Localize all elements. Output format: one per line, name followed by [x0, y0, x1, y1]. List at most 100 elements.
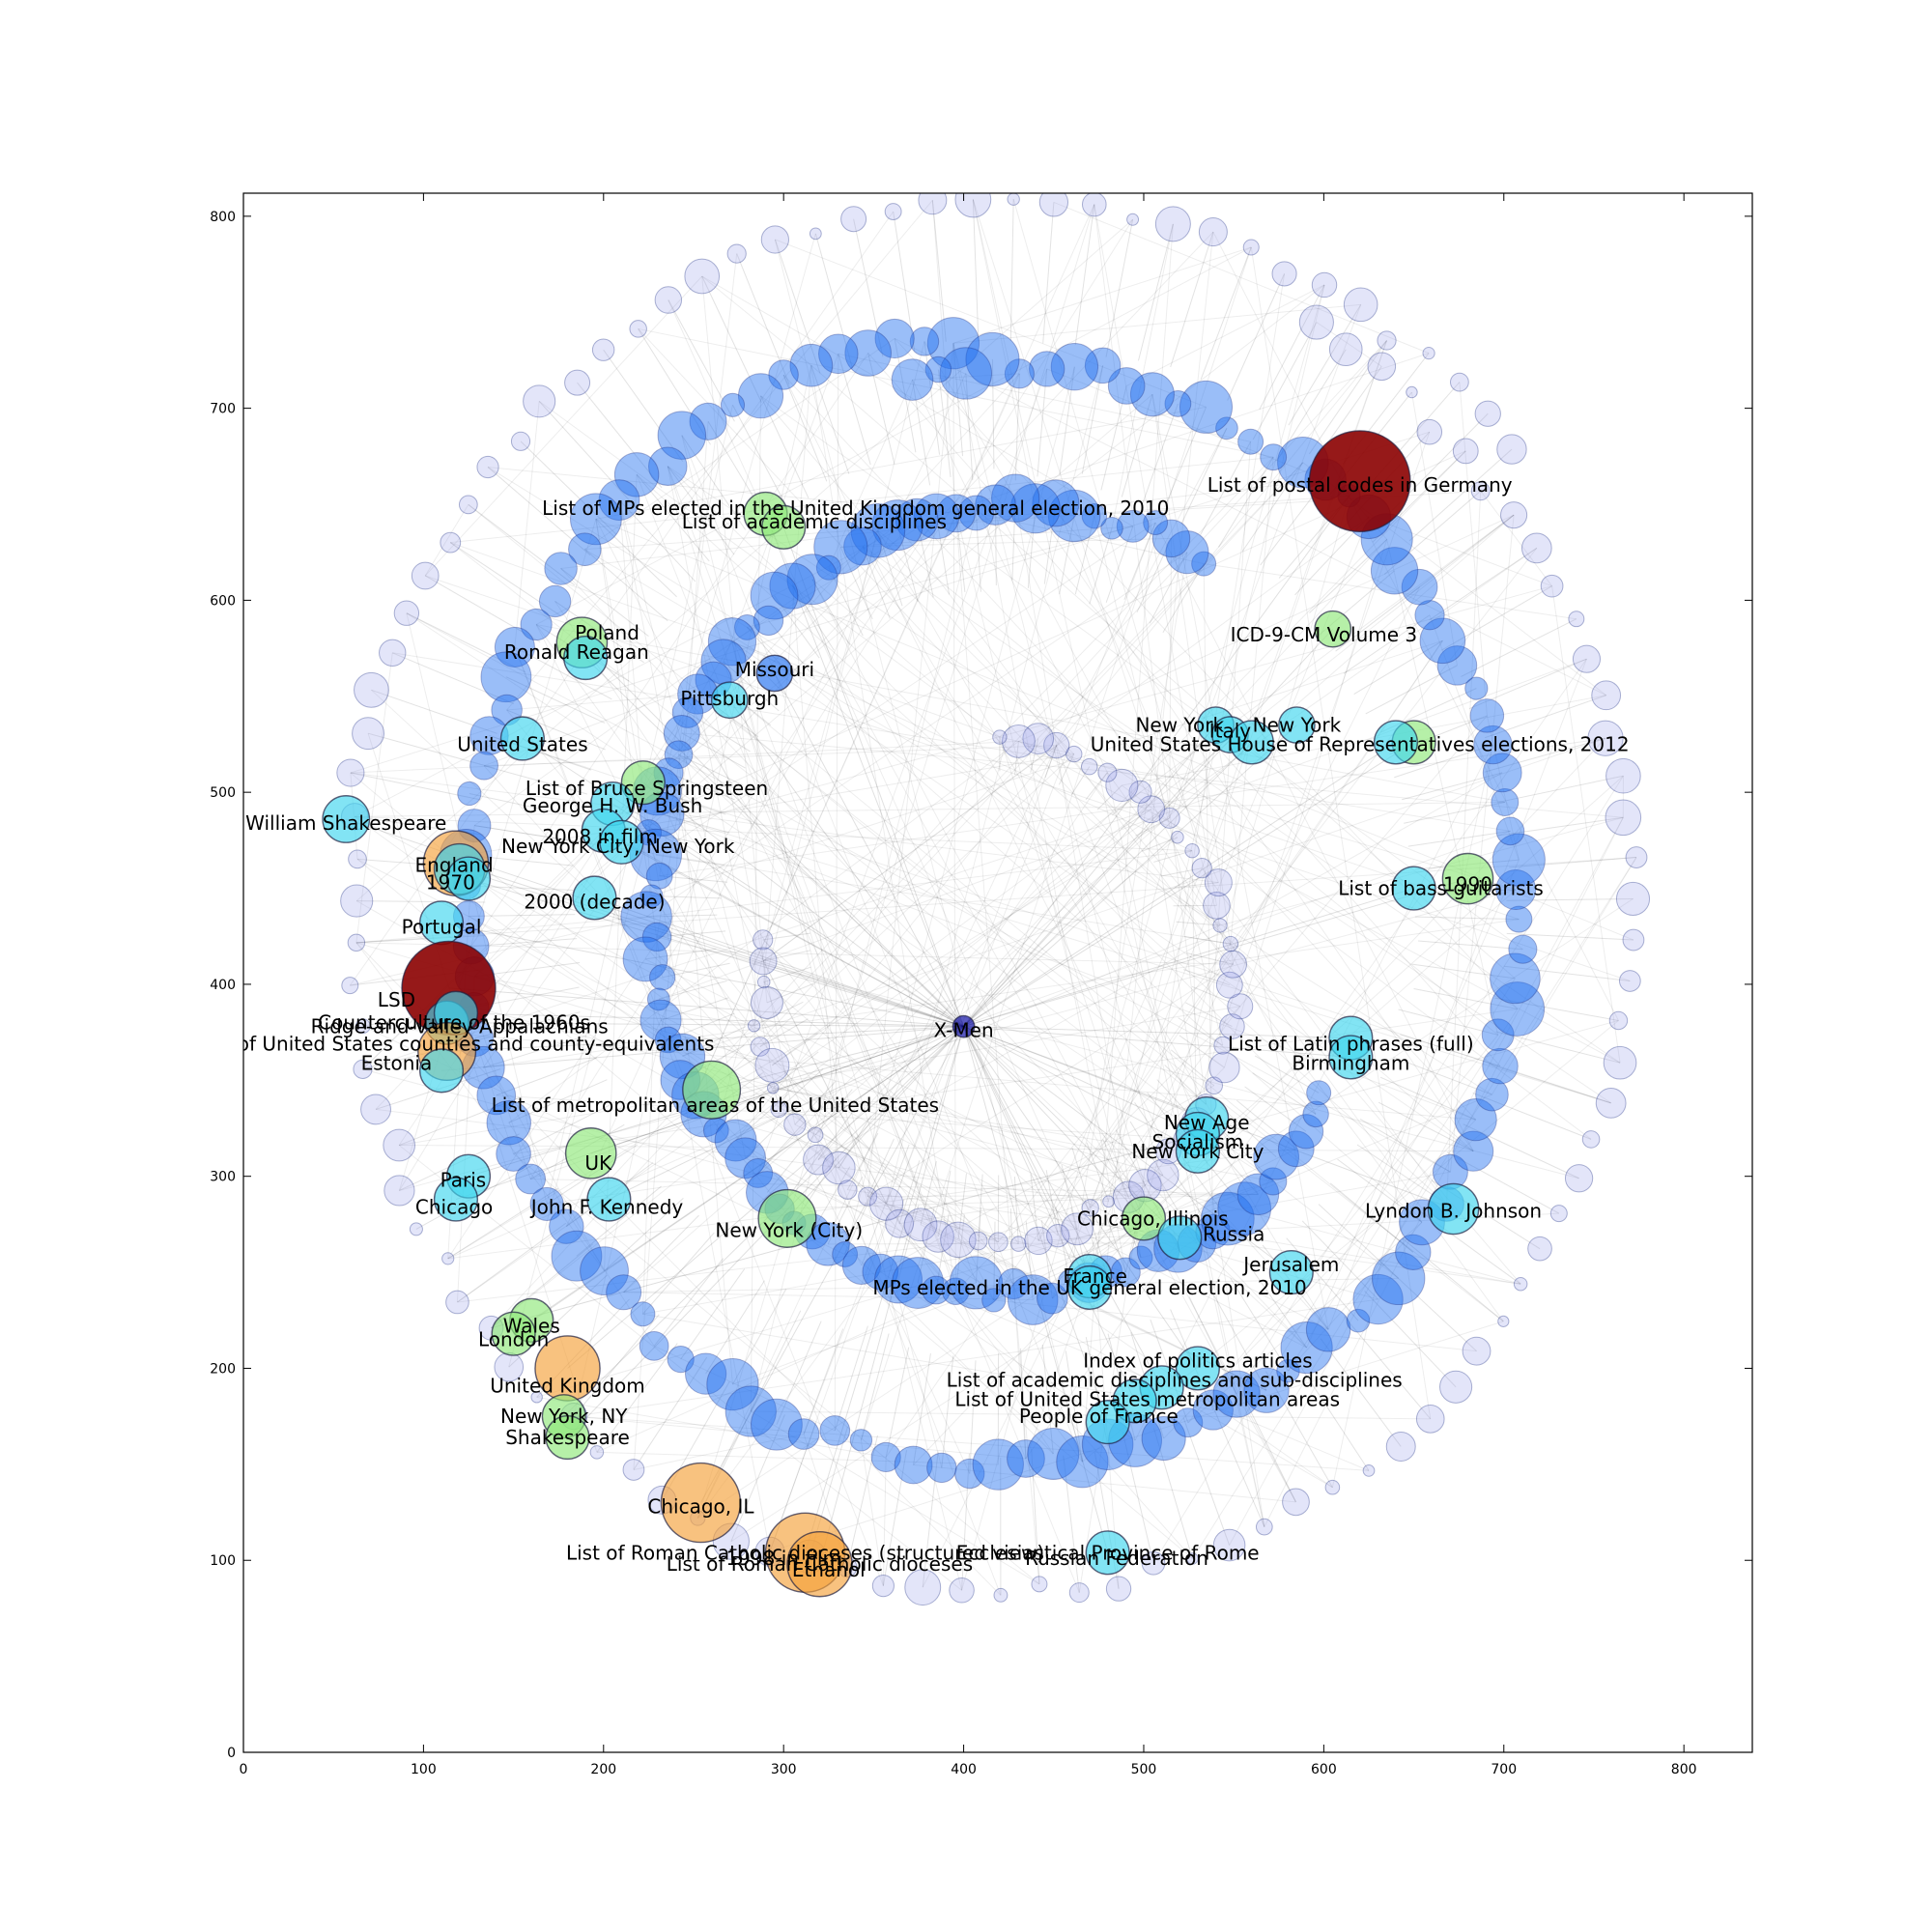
edge-dark	[844, 366, 1075, 1255]
edge-dark	[1094, 516, 1224, 1046]
edge-dark	[355, 218, 1133, 901]
spiral-node	[1212, 1528, 1246, 1562]
edge-light	[1137, 223, 1174, 361]
edge-light	[736, 253, 790, 385]
spiral-node	[869, 1186, 904, 1221]
edge-light	[917, 1208, 935, 1284]
node-label: 1998 in film	[725, 1547, 840, 1570]
edge-to-center	[455, 863, 964, 1028]
edge-dark	[638, 328, 1234, 965]
edge-dark	[636, 474, 939, 1237]
x-tick-label: 200	[590, 1762, 616, 1777]
graph-node	[757, 1188, 817, 1248]
edge-light	[1115, 1129, 1146, 1186]
edge-light	[745, 1107, 797, 1159]
edge-light	[705, 1280, 765, 1375]
edge-light	[1055, 1206, 1070, 1282]
edge-dark	[473, 525, 898, 827]
edge-light	[792, 585, 835, 651]
edge-dark	[1288, 1221, 1423, 1372]
y-tick-label: 600	[210, 593, 236, 609]
edge-dark	[1090, 1066, 1225, 1208]
edge-dark	[470, 353, 869, 947]
spiral-node	[918, 193, 948, 215]
graph-node	[563, 635, 609, 681]
edge-light	[584, 549, 668, 622]
edge-dark	[1051, 516, 1370, 1299]
edge-dark	[484, 745, 1057, 767]
node-label: LSD	[378, 988, 415, 1011]
node-label: List of United States counties and count…	[197, 1033, 714, 1056]
edge-light	[1014, 741, 1019, 775]
edge-light	[978, 1174, 983, 1241]
spiral-node	[789, 343, 834, 387]
edge-dark	[995, 504, 1317, 1115]
spiral-node	[360, 1094, 391, 1125]
edge-dark	[731, 641, 943, 1468]
edge-dark	[696, 204, 1095, 1519]
spiral-node	[895, 497, 939, 542]
spiral-node	[1288, 1114, 1324, 1150]
edge-light	[636, 474, 710, 562]
edge-dark	[867, 353, 1501, 1066]
edge-dark	[474, 976, 754, 1027]
edge-light	[1121, 394, 1153, 497]
spiral-node	[1564, 1164, 1594, 1193]
edge-light	[834, 1325, 868, 1432]
edge-to-center	[818, 1026, 965, 1565]
edge-dark	[1459, 382, 1488, 716]
edge-to-center	[963, 888, 1414, 1028]
edge-dark	[1191, 850, 1198, 1123]
spiral-node	[1482, 753, 1522, 793]
spiral-node	[965, 331, 1020, 386]
edge-light	[1259, 284, 1325, 411]
edge-dark	[1090, 1006, 1241, 1208]
edge-light	[1329, 1182, 1414, 1253]
spiral-node	[1302, 1100, 1329, 1128]
edge-dark	[651, 895, 1083, 1463]
spiral-node	[1549, 1205, 1568, 1223]
edge-dark	[999, 736, 1074, 755]
spiral-node	[733, 613, 760, 640]
edge-light	[1372, 450, 1466, 543]
edge-to-center	[468, 878, 964, 1028]
spiral-node	[1022, 723, 1055, 754]
graph-node	[1268, 1250, 1314, 1295]
edge-dark	[695, 204, 1095, 1095]
edge-dark	[623, 1277, 1399, 1293]
spiral-node	[1591, 680, 1622, 711]
edge-light	[1142, 403, 1179, 505]
spiral-node	[1047, 489, 1101, 543]
edge-light	[879, 1198, 905, 1272]
edge-light	[406, 612, 526, 673]
spiral-node	[1081, 502, 1108, 529]
edge-dark	[473, 1007, 531, 1179]
node-label: New York City, New York	[501, 835, 735, 858]
edge-light	[1122, 1432, 1154, 1564]
spiral-node	[1007, 1274, 1059, 1325]
edge-dark	[1151, 394, 1235, 965]
spiral-node	[1031, 1576, 1048, 1593]
edge-dark	[392, 652, 1511, 832]
graph-node	[322, 795, 371, 843]
edge-dark	[1074, 490, 1481, 517]
edge-dark	[913, 1463, 1296, 1503]
graph-node	[545, 1414, 590, 1461]
spiral-node	[1081, 1199, 1099, 1217]
edge-light	[687, 712, 751, 753]
edge-dark	[355, 802, 1505, 817]
graph-node	[1175, 1346, 1220, 1391]
edge-light	[1183, 936, 1231, 945]
edge-dark	[999, 736, 1146, 1186]
edge-dark	[978, 1175, 1164, 1242]
edge-light	[1059, 515, 1075, 595]
edge-light	[1129, 1121, 1164, 1176]
edge-dark	[952, 303, 1361, 344]
edge-light	[1135, 817, 1170, 837]
node-label: Russia	[1203, 1222, 1264, 1245]
edge-to-center	[642, 781, 964, 1028]
spiral-node	[1243, 1367, 1290, 1413]
edge-dark	[1018, 740, 1517, 891]
edge-dark	[447, 516, 937, 1260]
edge-to-center	[440, 1026, 964, 1071]
